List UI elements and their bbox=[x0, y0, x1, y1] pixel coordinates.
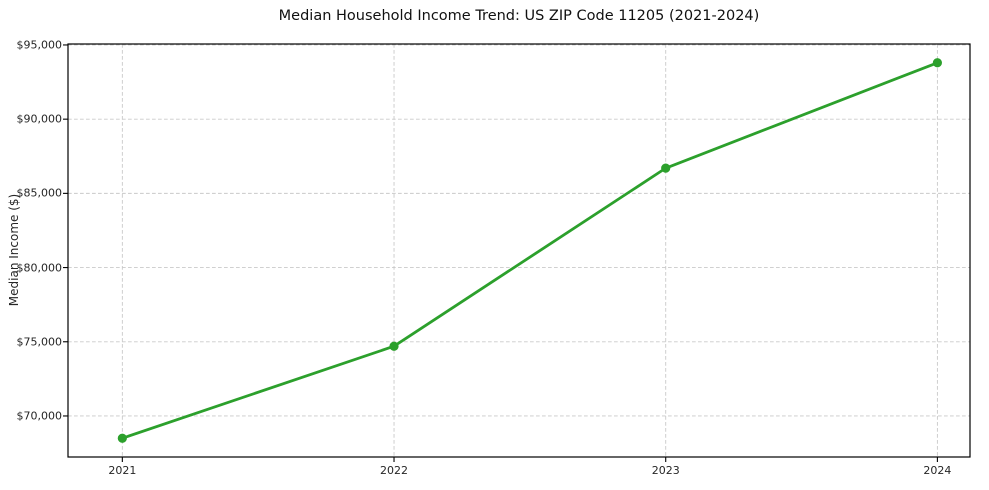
y-tick-label: $70,000 bbox=[16, 409, 63, 423]
y-tick-label: $95,000 bbox=[16, 38, 63, 52]
data-point-marker bbox=[117, 433, 127, 443]
y-axis-label: Median Income ($) bbox=[7, 193, 21, 307]
plot-border bbox=[67, 43, 971, 458]
trend-line bbox=[120, 61, 939, 440]
y-tick-label: $90,000 bbox=[16, 112, 63, 126]
y-tick-label: $85,000 bbox=[16, 186, 63, 200]
y-tick-label: $75,000 bbox=[16, 335, 63, 349]
chart-title: Median Household Income Trend: US ZIP Co… bbox=[278, 8, 760, 24]
data-point-marker bbox=[932, 58, 942, 68]
x-tick-label: 2021 bbox=[108, 464, 137, 477]
data-point-marker bbox=[389, 341, 399, 351]
y-tick-label: $80,000 bbox=[16, 261, 63, 275]
x-tick-label: 2024 bbox=[923, 464, 952, 477]
data-point-marker bbox=[661, 163, 671, 173]
x-tick-label: 2023 bbox=[651, 464, 680, 477]
x-tick-label: 2022 bbox=[380, 464, 409, 477]
